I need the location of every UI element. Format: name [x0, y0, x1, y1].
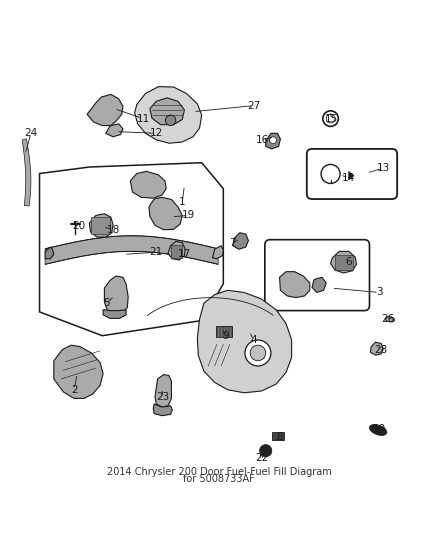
Ellipse shape [369, 424, 387, 435]
Text: 22: 22 [256, 453, 269, 463]
Text: 28: 28 [374, 344, 388, 354]
Polygon shape [279, 272, 310, 297]
Ellipse shape [385, 317, 395, 322]
Polygon shape [153, 404, 172, 416]
Text: 4: 4 [250, 335, 257, 345]
Circle shape [166, 115, 176, 126]
Polygon shape [131, 172, 166, 198]
Polygon shape [134, 86, 202, 143]
Text: 6: 6 [346, 257, 352, 267]
Text: for 5008733AF: for 5008733AF [183, 474, 255, 484]
Text: 15: 15 [325, 115, 338, 125]
FancyBboxPatch shape [307, 149, 397, 199]
Text: 23: 23 [156, 392, 170, 402]
Polygon shape [155, 375, 171, 407]
Text: 19: 19 [182, 211, 195, 221]
Bar [335, 255, 353, 270]
Polygon shape [106, 124, 123, 137]
Text: 5: 5 [103, 298, 110, 308]
Polygon shape [104, 276, 128, 315]
Polygon shape [168, 241, 185, 260]
Polygon shape [54, 345, 103, 398]
Polygon shape [103, 310, 126, 318]
Text: 21: 21 [150, 247, 163, 257]
Text: 14: 14 [342, 173, 355, 183]
Text: 26: 26 [381, 314, 394, 324]
Bar [215, 326, 232, 337]
Polygon shape [87, 94, 123, 126]
Polygon shape [212, 246, 223, 259]
Text: 3: 3 [376, 287, 382, 297]
Text: 2014 Chrysler 200 Door Fuel-Fuel Fill Diagram: 2014 Chrysler 200 Door Fuel-Fuel Fill Di… [106, 467, 332, 477]
Text: 17: 17 [178, 248, 191, 259]
Circle shape [245, 340, 271, 366]
Bar [92, 217, 110, 235]
Polygon shape [150, 98, 184, 125]
Text: 16: 16 [256, 135, 269, 145]
Polygon shape [89, 214, 113, 237]
Text: 27: 27 [247, 101, 260, 111]
Polygon shape [371, 342, 383, 355]
Polygon shape [349, 172, 354, 180]
Text: 7: 7 [229, 238, 235, 248]
Text: 18: 18 [106, 225, 120, 235]
Text: 24: 24 [24, 128, 38, 138]
Circle shape [270, 137, 276, 144]
Bar [171, 245, 182, 258]
Polygon shape [22, 139, 31, 206]
Polygon shape [266, 133, 280, 149]
Circle shape [260, 445, 272, 457]
Text: 13: 13 [377, 163, 390, 173]
Text: 20: 20 [72, 221, 85, 231]
Text: 1: 1 [179, 198, 186, 207]
Bar [272, 432, 284, 440]
Polygon shape [312, 277, 326, 293]
Polygon shape [45, 247, 54, 259]
Text: 10: 10 [372, 424, 385, 434]
Polygon shape [198, 290, 292, 393]
Polygon shape [331, 252, 357, 273]
Text: 8: 8 [276, 432, 283, 442]
Text: 11: 11 [137, 114, 150, 124]
Text: 2: 2 [71, 385, 78, 395]
Text: 9: 9 [222, 330, 229, 341]
Polygon shape [149, 197, 182, 230]
Text: 12: 12 [150, 128, 163, 138]
Circle shape [250, 345, 266, 361]
FancyBboxPatch shape [265, 240, 370, 311]
Polygon shape [45, 236, 218, 264]
Polygon shape [233, 233, 248, 249]
